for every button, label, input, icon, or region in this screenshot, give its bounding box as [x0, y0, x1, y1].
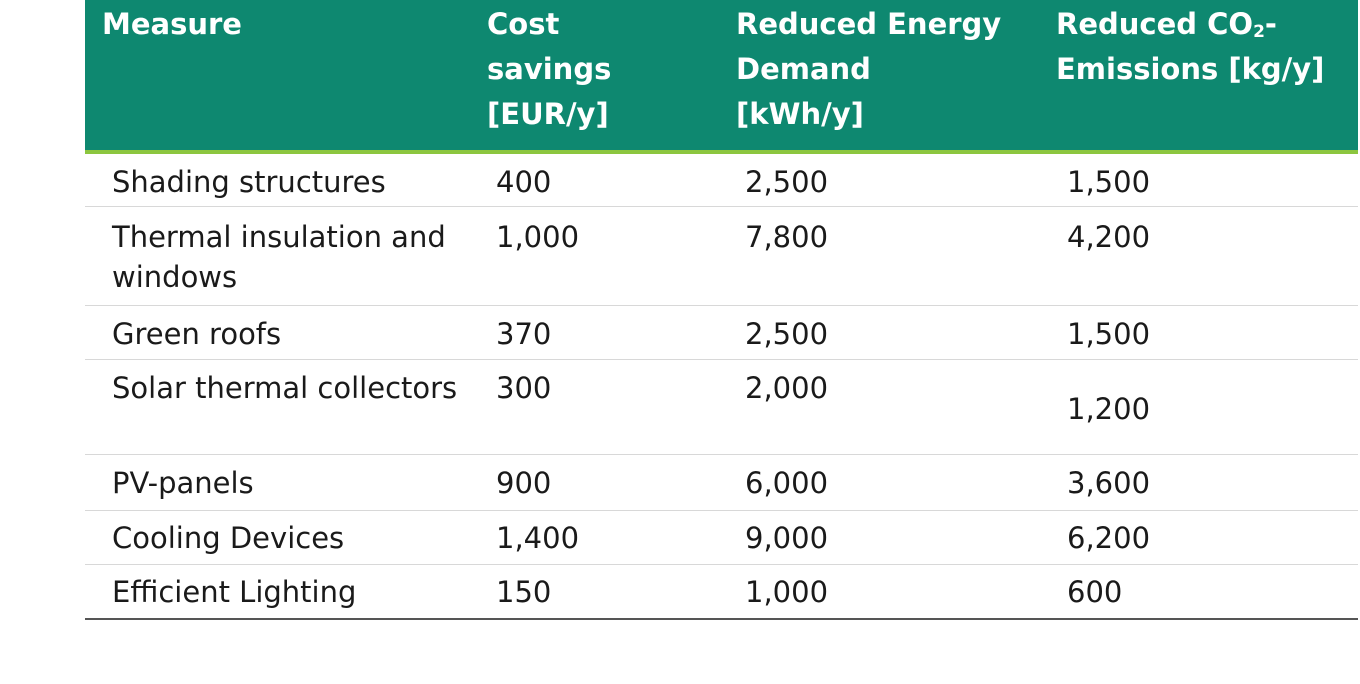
cell-co2: 600: [1067, 575, 1123, 609]
cell-cost: 150: [496, 575, 552, 609]
header-reduced-co2: Reduced CO2- Emissions [kg/y]: [1056, 7, 1325, 86]
cell-co2: 4,200: [1067, 220, 1151, 254]
cell-cost: 300: [496, 371, 552, 405]
cell-co2: 1,500: [1067, 165, 1151, 199]
table-row: Efficient Lighting 150 1,000 600: [85, 565, 1358, 620]
header-reduced-energy: Reduced Energy Demand [kWh/y]: [736, 7, 1002, 131]
cell-energy: 1,000: [745, 575, 829, 609]
table-row: Solar thermal collectors 300 2,000 1,200: [85, 360, 1358, 455]
cell-measure: Shading structures: [112, 165, 386, 199]
cell-energy: 6,000: [745, 466, 829, 500]
cell-cost: 1,400: [496, 521, 580, 555]
cell-energy: 7,800: [745, 220, 829, 254]
cell-cost: 400: [496, 165, 552, 199]
cell-cost: 900: [496, 466, 552, 500]
cell-co2: 3,600: [1067, 466, 1151, 500]
cell-measure: Thermal insulation and windows: [112, 220, 446, 294]
table-row: Shading structures 400 2,500 1,500: [85, 154, 1358, 207]
cell-measure: PV-panels: [112, 466, 254, 500]
table-row: PV-panels 900 6,000 3,600: [85, 455, 1358, 511]
cell-co2: 1,500: [1067, 317, 1151, 351]
header-cost-savings: Cost savings [EUR/y]: [487, 7, 612, 131]
table-body: Shading structures 400 2,500 1,500 Therm…: [85, 154, 1358, 620]
cell-measure: Efficient Lighting: [112, 575, 357, 609]
cell-measure: Green roofs: [112, 317, 282, 351]
cell-measure: Solar thermal collectors: [112, 371, 458, 405]
table-row: Cooling Devices 1,400 9,000 6,200: [85, 511, 1358, 565]
table-header: Measure Cost savings [EUR/y] Reduced Ene…: [85, 0, 1358, 154]
cell-co2: 6,200: [1067, 521, 1151, 555]
cell-cost: 370: [496, 317, 552, 351]
measures-table: Measure Cost savings [EUR/y] Reduced Ene…: [85, 0, 1358, 620]
cell-measure: Cooling Devices: [112, 521, 345, 555]
cell-energy: 2,000: [745, 371, 829, 405]
cell-cost: 1,000: [496, 220, 580, 254]
header-measure: Measure: [102, 7, 242, 41]
table-row: Thermal insulation and windows 1,000 7,8…: [85, 207, 1358, 306]
cell-energy: 2,500: [745, 165, 829, 199]
cell-co2: 1,200: [1067, 392, 1151, 426]
cell-energy: 9,000: [745, 521, 829, 555]
table-row: Green roofs 370 2,500 1,500: [85, 306, 1358, 360]
cell-energy: 2,500: [745, 317, 829, 351]
